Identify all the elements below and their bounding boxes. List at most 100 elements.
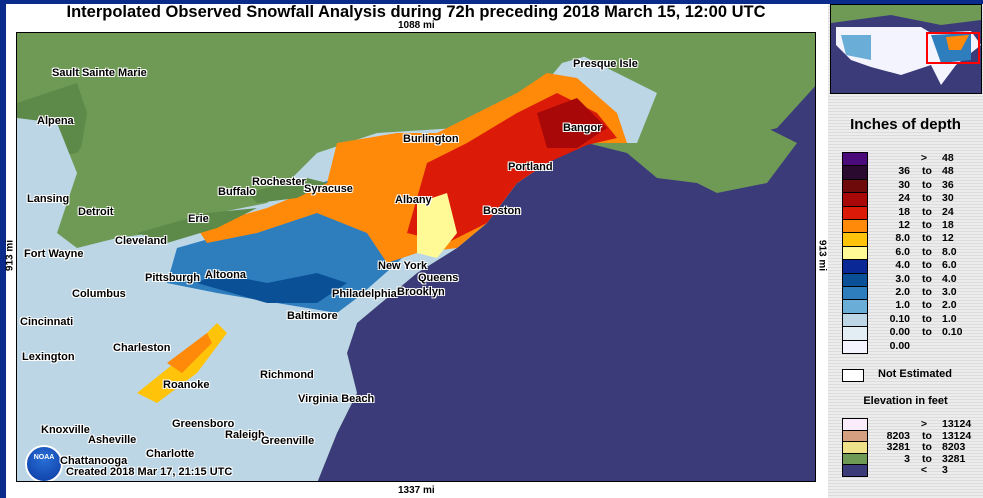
city-label: Burlington xyxy=(403,133,459,145)
legend-low: 4.0 xyxy=(895,259,910,272)
legend-high: 0.10 xyxy=(942,326,963,339)
inset-extent-box xyxy=(926,32,980,64)
legend-item: 1.0 to 2.0 xyxy=(842,299,982,314)
city-label: Cincinnati xyxy=(20,316,74,328)
legend-to: to xyxy=(922,178,932,191)
legend-item: 8.0 to 12 xyxy=(842,232,982,247)
legend-swatch xyxy=(842,232,868,247)
legend-low: 3 xyxy=(904,452,910,465)
snow-darkred xyxy=(537,98,607,148)
legend-swatch xyxy=(842,245,868,261)
legend-high: 18 xyxy=(942,219,954,231)
legend-swatch xyxy=(842,205,868,220)
legend-to: to xyxy=(922,232,932,245)
city-label: Chattanooga xyxy=(60,455,128,467)
legend-item: 8203 to 13124 xyxy=(842,429,982,443)
legend-to: to xyxy=(922,312,932,325)
city-label: Charlotte xyxy=(146,448,195,460)
right-distance: 913 mi xyxy=(816,239,828,272)
city-label: Greenville xyxy=(261,435,315,447)
legend-low: 30 xyxy=(898,178,910,191)
city-label: Baltimore xyxy=(287,310,338,322)
snow-yellow xyxy=(417,193,457,258)
city-label: Detroit xyxy=(78,206,114,218)
legend-item: 0.00 xyxy=(842,339,982,354)
legend-low: 24 xyxy=(898,192,910,205)
city-label: Syracuse xyxy=(304,183,353,195)
legend-item: 2.0 to 3.0 xyxy=(842,286,982,301)
maritimes xyxy=(697,39,815,143)
legend-to: to xyxy=(922,259,932,272)
overview-inset-map[interactable] xyxy=(830,4,982,94)
legend-swatch xyxy=(842,259,868,274)
legend-low: 8.0 xyxy=(895,232,910,245)
legend-high: 36 xyxy=(942,178,954,191)
created-timestamp: Created 2018 Mar 17, 21:15 UTC xyxy=(66,466,233,478)
elevation-title: Elevation in feet xyxy=(863,395,948,407)
city-label: Asheville xyxy=(88,434,137,446)
city-label: Erie xyxy=(188,213,209,225)
legend-to: to xyxy=(922,219,932,231)
legend-swatch xyxy=(842,152,868,167)
lake-erie xyxy=(137,208,257,243)
inset-graphic xyxy=(831,5,981,93)
city-label: Philadelphia xyxy=(332,288,397,300)
legend-low: < xyxy=(920,464,927,476)
legend-item: 36 to 48 xyxy=(842,165,982,180)
legend-swatch xyxy=(842,326,868,341)
legend-to: to xyxy=(922,205,932,218)
legend-high: 1.0 xyxy=(942,312,957,325)
legend-low: 36 xyxy=(898,165,910,178)
legend-to: to xyxy=(922,165,932,178)
snow-darkblue xyxy=(197,273,347,303)
nova-scotia xyxy=(667,93,797,193)
city-label: Greensboro xyxy=(172,418,235,430)
city-label: Fort Wayne xyxy=(24,248,84,260)
legend-swatch xyxy=(842,165,868,180)
city-label: Pittsburgh xyxy=(145,272,200,284)
snowfall-map[interactable]: NOAA xyxy=(16,32,816,482)
legend-to: to xyxy=(922,326,932,339)
legend-high: 13124 xyxy=(942,429,972,442)
not-estimated-item: Not Estimated xyxy=(842,368,982,382)
city-label: Brooklyn xyxy=(397,286,445,298)
legend-low: 18 xyxy=(898,205,910,218)
legend-low: 0.00 xyxy=(889,339,910,352)
city-label: Buffalo xyxy=(218,186,256,198)
legend-high: 30 xyxy=(942,192,954,205)
legend-low: 3281 xyxy=(886,441,910,453)
legend-swatch xyxy=(842,192,868,207)
city-label: New York xyxy=(378,260,428,272)
legend-to: to xyxy=(922,272,932,285)
legend-swatch xyxy=(842,312,868,328)
city-label: Columbus xyxy=(72,288,126,300)
canada-land xyxy=(17,33,815,238)
city-label: Presque Isle xyxy=(573,58,638,70)
legend-item: > 13124 xyxy=(842,418,982,431)
legend-swatch xyxy=(842,219,868,234)
legend-high: 12 xyxy=(942,232,954,245)
legend-to: to xyxy=(922,441,932,453)
map-graphic xyxy=(17,33,815,481)
legend-item: 18 to 24 xyxy=(842,205,982,220)
legend-high: 24 xyxy=(942,205,954,218)
legend-low: 12 xyxy=(898,219,910,231)
legend-low: 1.0 xyxy=(895,299,910,312)
legend-low: 2.0 xyxy=(895,286,910,298)
legend-item: 12 to 18 xyxy=(842,219,982,234)
city-label: Altoona xyxy=(205,269,246,281)
legend-item: 6.0 to 8.0 xyxy=(842,245,982,261)
left-distance: 913 mi xyxy=(4,239,16,272)
city-label: Virginia Beach xyxy=(298,393,375,405)
top-distance: 1088 mi xyxy=(398,20,435,31)
legend-high: 48 xyxy=(942,152,954,164)
city-label: Lexington xyxy=(22,351,75,363)
legend-low: > xyxy=(920,152,927,164)
legend-item: < 3 xyxy=(842,464,982,477)
legend-low: 8203 xyxy=(886,429,910,442)
city-label: Lansing xyxy=(27,193,70,205)
legend-low: 0.00 xyxy=(889,326,910,339)
legend-swatch xyxy=(842,464,868,477)
noaa-logo: NOAA xyxy=(25,445,63,481)
